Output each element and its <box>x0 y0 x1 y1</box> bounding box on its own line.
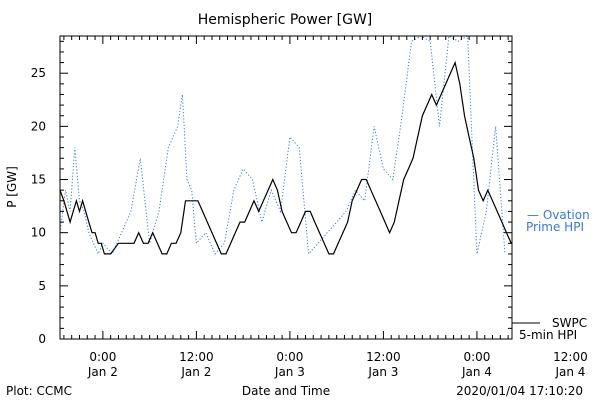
x-tick-label-time: 0:00 <box>463 350 490 364</box>
x-tick-label-time: 0:00 <box>89 350 116 364</box>
y-tick-label: 0 <box>38 332 46 346</box>
x-tick-label-time: 12:00 <box>179 350 214 364</box>
x-tick-label-time: 12:00 <box>553 350 588 364</box>
x-tick-label-date: Jan 2 <box>87 365 118 379</box>
x-tick-label-date: Jan 3 <box>274 365 305 379</box>
legend-swpc-line2: 5-min HPI <box>519 328 577 342</box>
y-ticks: 0 5 10 15 20 25 <box>31 40 512 346</box>
x-axis-label: Date and Time <box>242 384 330 398</box>
y-tick-label: 10 <box>31 226 46 240</box>
y-tick-label: 25 <box>31 66 46 80</box>
series-line-swpc-5min <box>59 60 512 255</box>
y-axis-label: P [GW] <box>5 166 19 208</box>
x-tick-label-time: 12:00 <box>366 350 401 364</box>
legend-swpc-line1: SWPC <box>552 316 587 330</box>
y-tick-label: 20 <box>31 119 46 133</box>
footer-timestamp: 2020/01/04 17:10:20 <box>456 384 583 398</box>
plot-frame <box>59 35 513 340</box>
legend-ovation-line2: Prime HPI <box>526 220 584 234</box>
y-tick-label: 15 <box>31 173 46 187</box>
y-tick-label: 5 <box>38 279 46 293</box>
legend-swpc: SWPC 5-min HPI <box>512 316 587 342</box>
x-tick-label-date: Jan 4 <box>461 365 492 379</box>
x-tick-label-time: 0:00 <box>276 350 303 364</box>
x-tick-label-date: Jan 3 <box>367 365 398 379</box>
chart-title: Hemispheric Power [GW] <box>198 12 373 28</box>
x-tick-label-date: Jan 2 <box>180 365 211 379</box>
x-tick-label-date: Jan 4 <box>554 365 585 379</box>
legend-ovation: — Ovation Prime HPI <box>526 208 590 234</box>
footer-source: Plot: CCMC <box>6 384 72 398</box>
legend-ovation-line1: — Ovation <box>527 208 590 222</box>
